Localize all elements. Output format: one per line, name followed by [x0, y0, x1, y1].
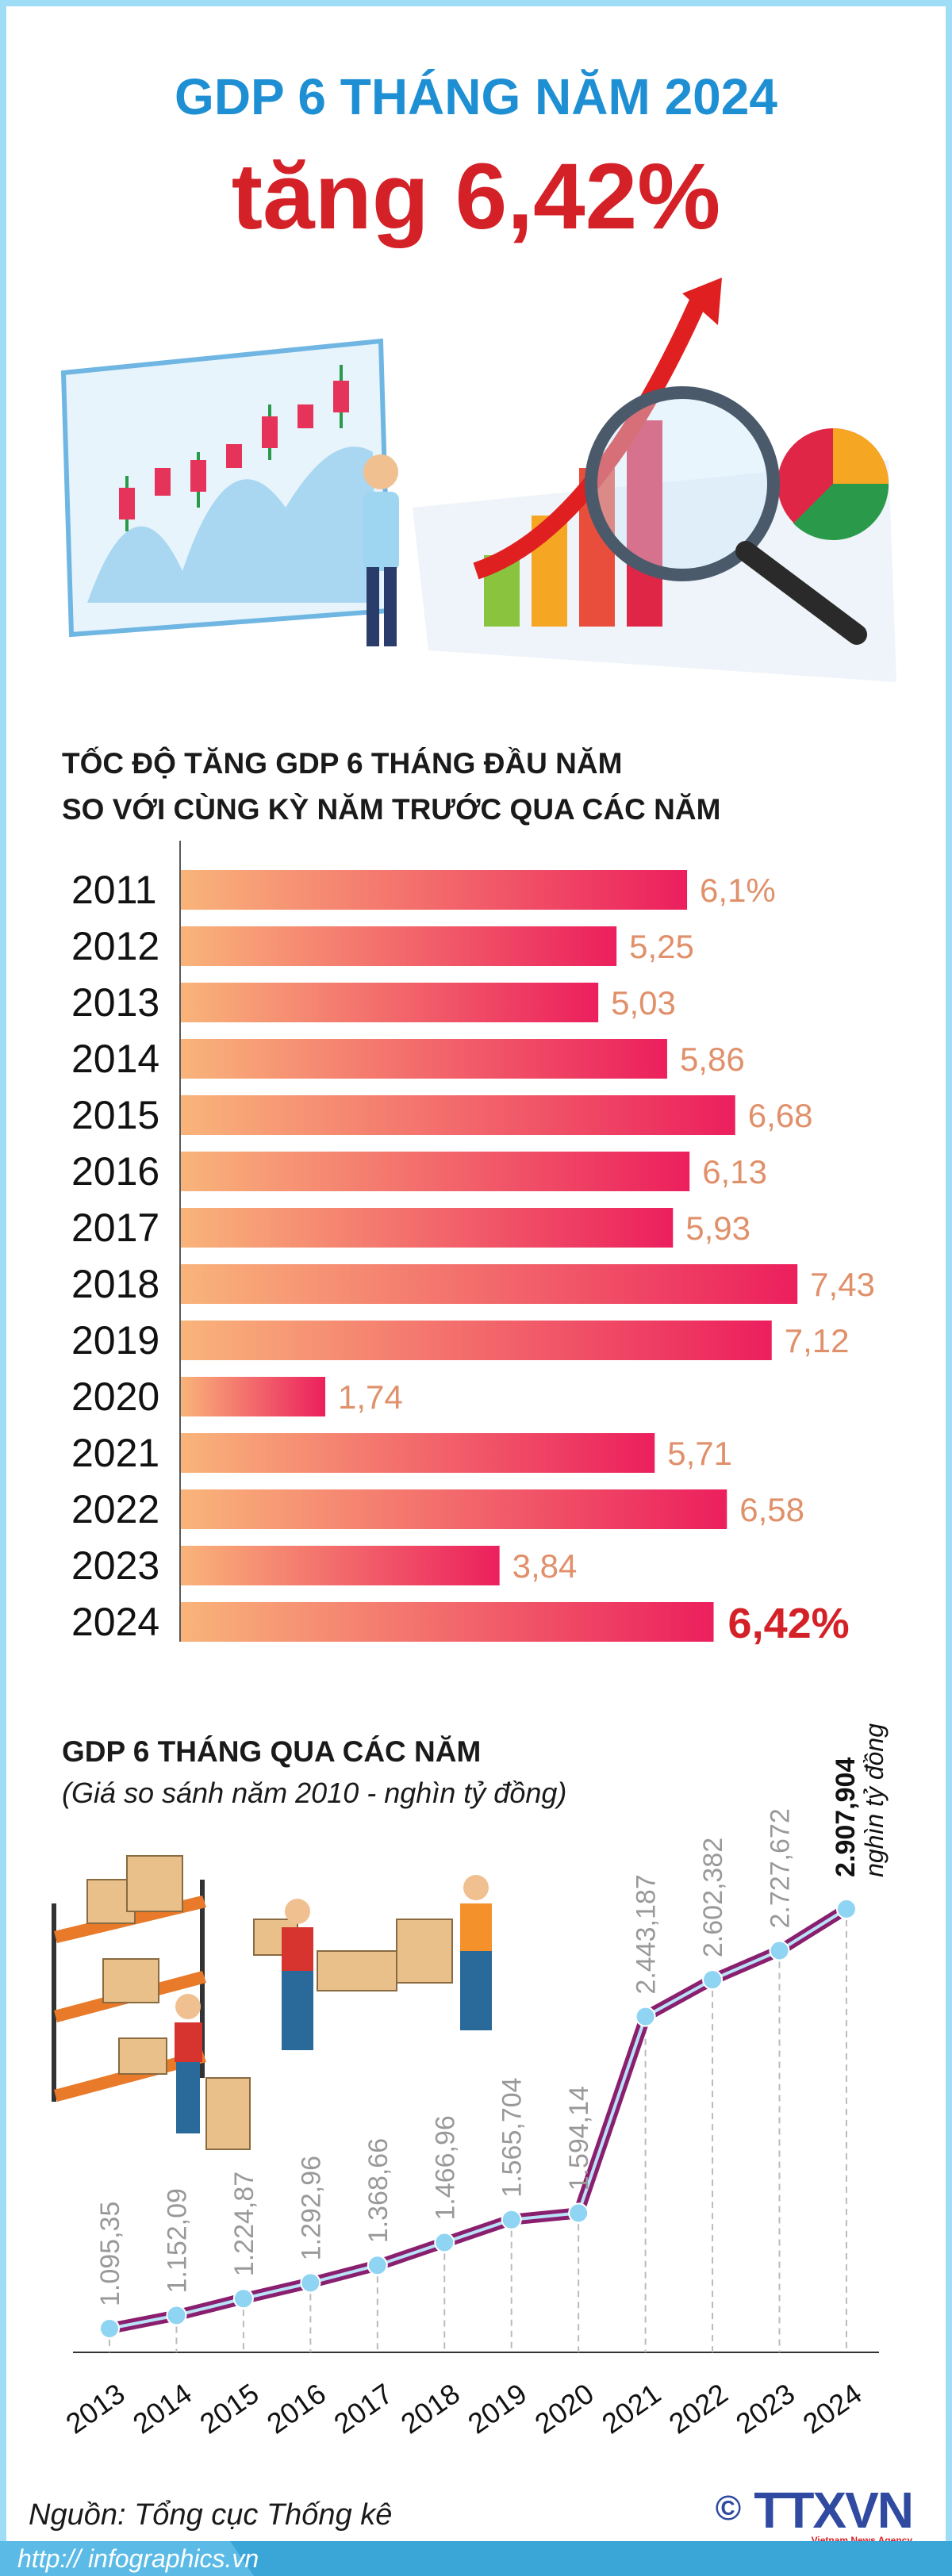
- page-title: GDP 6 THÁNG NĂM 2024: [175, 68, 777, 125]
- line-chart-subtitle: (Giá so sánh năm 2010 - nghìn tỷ đồng): [62, 1777, 567, 1809]
- x-tick-label: 2016: [261, 2377, 332, 2440]
- x-tick-label: 2014: [127, 2377, 198, 2440]
- bar: [181, 1039, 667, 1079]
- data-value-label: 2.443,187: [631, 1874, 662, 1994]
- bar-chart: 2011 6,1% 2012 5,25 2013 5,03 2014 5,86 2015 6,68…: [71, 841, 875, 1647]
- bar-value-label: 7,12: [785, 1322, 850, 1359]
- series-line: [108, 1903, 850, 2334]
- x-tick-label: 2013: [60, 2377, 130, 2440]
- data-value-label: 1.594,14: [564, 2086, 594, 2191]
- data-value-label: 1.466,96: [430, 2115, 460, 2220]
- bar: [181, 1264, 798, 1304]
- bar-year-label: 2019: [71, 1318, 159, 1363]
- bar-year-label: 2013: [71, 980, 159, 1025]
- bar-year-label: 2016: [71, 1149, 159, 1194]
- bar-year-label: 2012: [71, 924, 159, 968]
- x-tick-label: 2020: [529, 2377, 600, 2440]
- bar-value-label: 1,74: [338, 1378, 403, 1416]
- data-point: [99, 2318, 120, 2339]
- bar-value-label: 5,93: [685, 1209, 750, 1247]
- data-unit-label: nghìn tỷ đồng: [860, 1723, 889, 1877]
- x-tick-label: 2018: [395, 2377, 466, 2440]
- bar-year-label: 2018: [71, 1262, 159, 1306]
- data-point: [232, 2288, 254, 2310]
- line-chart-title: GDP 6 THÁNG QUA CÁC NĂM: [62, 1735, 482, 1768]
- bar-value-label: 6,68: [748, 1097, 813, 1134]
- bar-year-label: 2020: [71, 1374, 159, 1419]
- bar: [181, 926, 617, 966]
- line-chart: 1.095,35 2013 1.152,09 2014 1.224,87 2015 1.29…: [60, 1723, 889, 2440]
- bar: [181, 1489, 727, 1529]
- series-line-inner: [109, 1907, 848, 2330]
- bar-value-label: 5,71: [667, 1435, 732, 1472]
- bar-value-label: 6,13: [702, 1153, 767, 1190]
- data-value-label: 1.292,96: [296, 2156, 326, 2260]
- bar-year-label: 2014: [71, 1037, 159, 1081]
- bar: [181, 1095, 735, 1135]
- x-tick-label: 2015: [194, 2377, 264, 2440]
- bar: [181, 1152, 690, 1191]
- data-value-label: 1.152,09: [162, 2188, 192, 2293]
- bar-year-label: 2017: [71, 1206, 159, 1250]
- bar-year-label: 2015: [71, 1093, 159, 1137]
- data-value-label: 1.565,704: [497, 2077, 528, 2197]
- bar-value-label: 7,43: [810, 1266, 875, 1303]
- data-point: [166, 2305, 187, 2326]
- x-tick-label: 2017: [328, 2377, 398, 2440]
- x-tick-label: 2022: [663, 2377, 734, 2440]
- data-point: [835, 1898, 857, 1919]
- bar-value-label: 6,42%: [728, 1600, 850, 1647]
- bar-value-label: 5,25: [629, 928, 694, 965]
- data-value-label: 1.095,35: [95, 2202, 125, 2306]
- data-point: [568, 2202, 589, 2224]
- bar-year-label: 2021: [71, 1431, 159, 1475]
- data-point: [635, 2006, 656, 2027]
- data-value-label: 2.907,904: [831, 1758, 861, 1877]
- bar-year-label: 2022: [71, 1487, 159, 1531]
- data-point: [702, 1969, 724, 1991]
- data-point: [367, 2255, 388, 2276]
- candlestick-chart-board-icon: [60, 338, 392, 638]
- bar-year-label: 2024: [71, 1600, 159, 1644]
- data-value-label: 1.224,87: [229, 2172, 259, 2276]
- website-link[interactable]: http:// infographics.vn: [17, 2544, 259, 2573]
- headline: tăng 6,42%: [231, 144, 721, 249]
- data-point: [434, 2232, 455, 2253]
- bar: [181, 1602, 714, 1642]
- bar: [181, 870, 688, 910]
- magnifying-glass-icon: [585, 386, 867, 645]
- header-illustration: [60, 278, 896, 682]
- bar-value-label: 5,03: [611, 984, 676, 1022]
- x-tick-label: 2024: [797, 2377, 867, 2440]
- bar-value-label: 6,58: [739, 1491, 804, 1528]
- bar: [181, 1208, 674, 1248]
- x-tick-label: 2023: [730, 2377, 800, 2440]
- bar-value-label: 3,84: [512, 1547, 578, 1585]
- data-value-label: 2.602,382: [698, 1838, 728, 1957]
- bar: [181, 1321, 772, 1360]
- bar-year-label: 2011: [71, 868, 157, 912]
- bar: [181, 1546, 500, 1585]
- x-tick-label: 2021: [596, 2377, 666, 2440]
- data-point: [300, 2272, 321, 2294]
- bar-chart-title: TỐC ĐỘ TĂNG GDP 6 THÁNG ĐẦU NĂM: [62, 747, 623, 780]
- warehouse-workers-icon: [52, 1855, 492, 2150]
- bar-year-label: 2023: [71, 1543, 159, 1588]
- businessman-icon: [363, 454, 399, 646]
- bar-value-label: 6,1%: [700, 872, 776, 909]
- data-point: [501, 2209, 522, 2230]
- footer-bar: http:// infographics.vn: [0, 2541, 952, 2576]
- bar-chart-subtitle: SO VỚI CÙNG KỲ NĂM TRƯỚC QUA CÁC NĂM: [62, 793, 721, 826]
- bar: [181, 983, 599, 1022]
- data-value-label: 2.727,672: [766, 1808, 796, 1928]
- data-point: [769, 1940, 790, 1961]
- pie-chart-icon: [777, 428, 889, 541]
- data-value-label: 1.368,66: [363, 2138, 393, 2243]
- source-note: Nguồn: Tổng cục Thống kê: [29, 2498, 393, 2532]
- ttxvn-logo: © TTXVN Vietnam News Agency: [715, 2482, 914, 2546]
- bar: [181, 1377, 326, 1416]
- bar-value-label: 5,86: [680, 1041, 745, 1078]
- x-tick-label: 2019: [462, 2377, 532, 2440]
- bar: [181, 1433, 655, 1473]
